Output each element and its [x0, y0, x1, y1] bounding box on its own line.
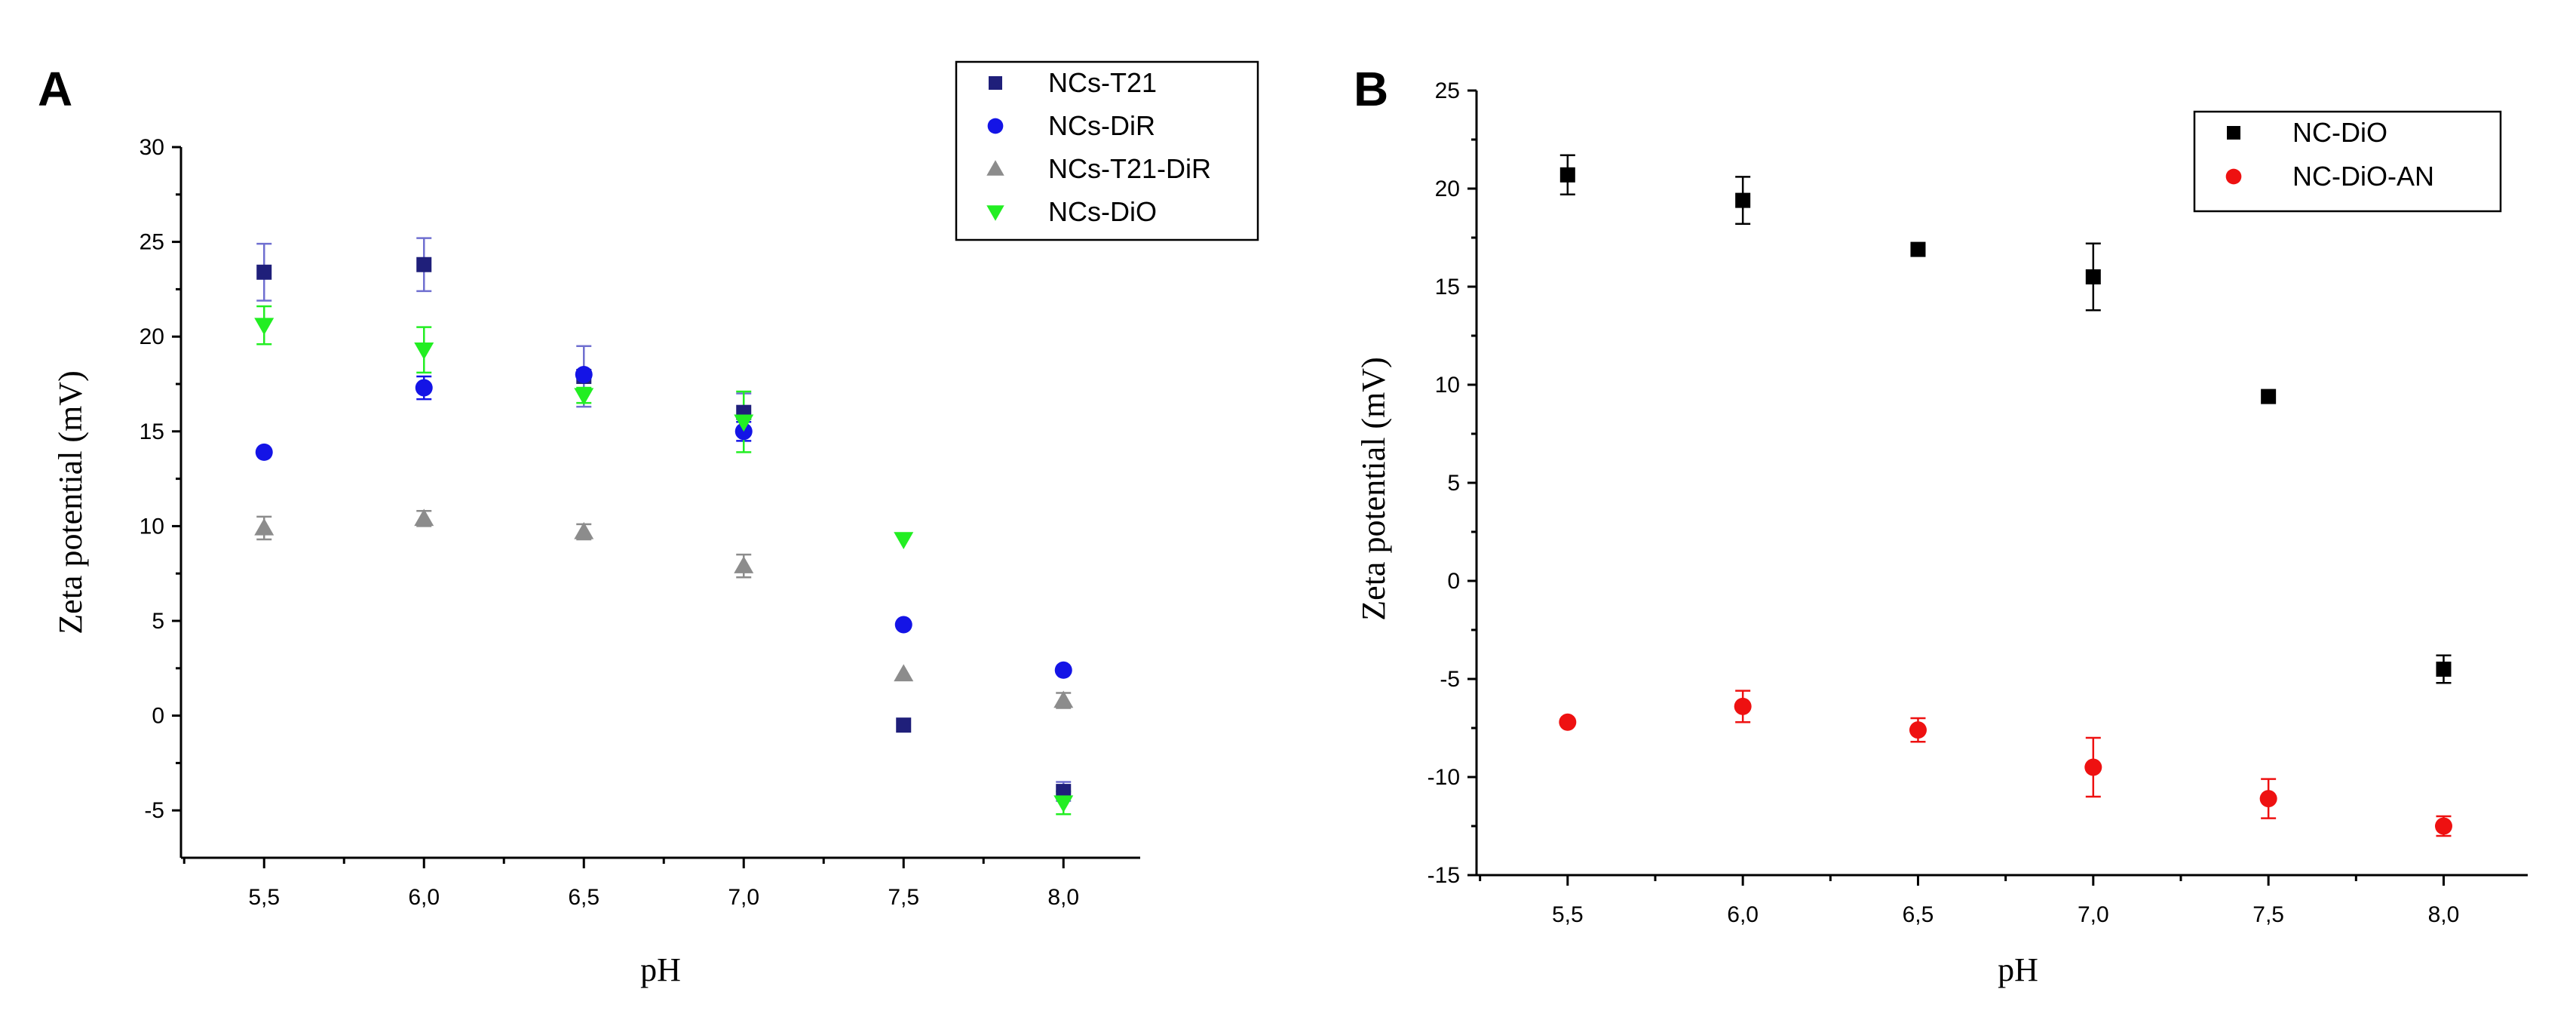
panel-b-y-tick-label: 10 — [1435, 373, 1460, 398]
panel-a-legend-label-ncs-t21: NCs-T21 — [1048, 67, 1157, 98]
panel-a-point-ncs-t21-dir — [414, 508, 434, 527]
panel-a-point-ncs-t21-dir — [894, 664, 914, 682]
panel-a-x-tick-label: 6,0 — [408, 885, 440, 910]
panel-b-point-nc-dio — [1735, 192, 1751, 208]
panel-a-x-tick-label: 5,5 — [248, 885, 280, 910]
panel-a-y-tick-label: 5 — [152, 609, 164, 634]
panel-b-x-tick-label: 5,5 — [1552, 902, 1584, 927]
panel-a-x-axis-title: pH — [640, 951, 681, 988]
panel-b-y-tick-label: -5 — [1440, 667, 1460, 692]
panel-a-point-ncs-t21-dir — [734, 556, 754, 573]
panel-a-point-ncs-dir — [575, 365, 593, 383]
panel-a-letter: A — [38, 62, 72, 116]
panel-a-y-tick-label: 0 — [152, 704, 164, 729]
panel-a-point-ncs-dir — [1054, 661, 1072, 679]
panel-a-y-ticks: -5 0 5 10 15 20 25 30 — [140, 135, 181, 823]
panel-b-legend-box — [2193, 110, 2502, 213]
panel-b-legend-label-nc-dio-an: NC-DiO-AN — [2292, 161, 2434, 192]
panel-b-point-nc-dio — [2261, 389, 2277, 404]
panel-a-point-ncs-t21 — [896, 717, 912, 733]
panel-a-legend: NCs-T21 NCs-DiR NCs-T21-DiR NCs-DiO — [955, 60, 1259, 241]
panel-a-y-tick-label: 20 — [140, 324, 164, 349]
panel-a-point-ncs-t21-dir — [254, 518, 274, 536]
panel-b-point-nc-dio-an — [1909, 721, 1927, 739]
panel-a-x-tick-label: 8,0 — [1047, 885, 1079, 910]
panel-a-point-ncs-t21 — [1056, 784, 1072, 800]
panel-b-point-nc-dio-an — [2434, 817, 2452, 835]
panel-a-point-ncs-dio — [254, 318, 274, 336]
panel-a-legend-marker-ncs-t21 — [989, 76, 1002, 90]
panel-b-legend: NC-DiO NC-DiO-AN — [2193, 110, 2502, 213]
panel-b-x-tick-label: 6,5 — [1903, 902, 1934, 927]
panel-a-legend-label-ncs-t21-dir: NCs-T21-DiR — [1048, 153, 1211, 184]
panel-b-error-bars — [1559, 154, 2452, 837]
panel-b-x-tick-label: 7,5 — [2252, 902, 2284, 927]
panel-b-x-tick-label: 7,0 — [2078, 902, 2109, 927]
panel-a-legend-marker-ncs-dir — [987, 118, 1004, 134]
panel-a-point-ncs-t21-dir — [574, 521, 594, 539]
panel-b-x-axis-title: pH — [1998, 951, 2038, 988]
panel-a-point-ncs-dir — [415, 379, 433, 397]
panel-b-letter: B — [1354, 62, 1388, 116]
panel-b-point-nc-dio — [2436, 662, 2452, 677]
panel-b-point-nc-dio-an — [1559, 713, 1577, 731]
panel-a-point-ncs-dio — [574, 388, 594, 406]
panel-a-legend-label-ncs-dio: NCs-DiO — [1048, 196, 1157, 227]
panel-a-point-ncs-t21-dir — [1053, 690, 1074, 708]
panel-a-legend-label-ncs-dir: NCs-DiR — [1048, 110, 1155, 141]
panel-b-y-tick-label: 0 — [1447, 569, 1460, 594]
panel-b-y-tick-label: 20 — [1435, 177, 1460, 201]
panel-a-y-axis-title: Zeta potential (mV) — [52, 370, 89, 634]
panel-b-y-tick-label: -15 — [1428, 863, 1460, 888]
panel-a-point-ncs-t21 — [416, 256, 432, 272]
panel-a-point-ncs-dir — [894, 616, 912, 634]
panel-a-legend-marker-ncs-dio — [986, 205, 1004, 221]
chart-panel-a: A -5 0 5 10 15 20 25 30 5,5 6,0 6,5 7,0 7,5 8,0 pH Z… — [38, 60, 1259, 988]
panel-b-x-tick-label: 6,0 — [1727, 902, 1759, 927]
panel-a-x-tick-label: 6,5 — [568, 885, 600, 910]
panel-b-y-tick-label: 25 — [1435, 78, 1460, 103]
panel-b-point-nc-dio — [2085, 269, 2101, 284]
panel-b-point-nc-dio — [1910, 241, 1926, 257]
panel-b-legend-marker-nc-dio-an — [2225, 168, 2242, 185]
panel-a-x-tick-label: 7,0 — [728, 885, 759, 910]
panel-b-data-points — [1559, 167, 2452, 835]
panel-a-y-tick-label: 10 — [140, 514, 164, 539]
panel-a-legend-marker-ncs-t21-dir — [986, 160, 1004, 176]
panel-a-data-points — [254, 256, 1074, 813]
panel-a-x-ticks: 5,5 6,0 6,5 7,0 7,5 8,0 — [182, 858, 1079, 910]
panel-a-point-ncs-dio — [734, 414, 754, 432]
panel-a-point-ncs-dio — [894, 532, 914, 549]
panel-a-y-tick-label: 30 — [140, 135, 164, 160]
panel-b-point-nc-dio-an — [1734, 697, 1752, 715]
panel-a-point-ncs-dio — [414, 343, 434, 360]
panel-b-y-tick-label: 5 — [1447, 471, 1460, 496]
panel-a-y-tick-label: -5 — [144, 798, 164, 823]
panel-b-point-nc-dio-an — [2084, 758, 2102, 776]
panel-a-y-tick-label: 25 — [140, 230, 164, 255]
panel-a-point-ncs-dio — [1053, 795, 1074, 813]
panel-b-point-nc-dio-an — [2259, 790, 2277, 808]
panel-b-point-nc-dio — [1559, 167, 1575, 183]
panel-b-x-ticks: 5,5 6,0 6,5 7,0 7,5 8,0 — [1479, 875, 2460, 927]
panel-a-legend-box — [955, 60, 1259, 241]
panel-b-x-tick-label: 8,0 — [2428, 902, 2460, 927]
panel-b-y-tick-label: 15 — [1435, 275, 1460, 300]
panel-a-point-ncs-t21 — [256, 264, 272, 280]
panel-b-y-tick-label: -10 — [1428, 765, 1460, 790]
panel-b-legend-marker-nc-dio — [2227, 126, 2240, 140]
panel-a-point-ncs-dir — [255, 443, 273, 461]
panel-a-y-tick-label: 15 — [140, 419, 164, 444]
panel-b-legend-label-nc-dio: NC-DiO — [2292, 117, 2387, 148]
panel-a-error-bars — [256, 237, 1072, 816]
panel-b-y-axis-title: Zeta potential (mV) — [1355, 357, 1392, 620]
panel-a-x-tick-label: 7,5 — [888, 885, 919, 910]
panel-b-y-ticks: -15 -10 -5 0 5 10 15 20 25 — [1428, 78, 1477, 888]
